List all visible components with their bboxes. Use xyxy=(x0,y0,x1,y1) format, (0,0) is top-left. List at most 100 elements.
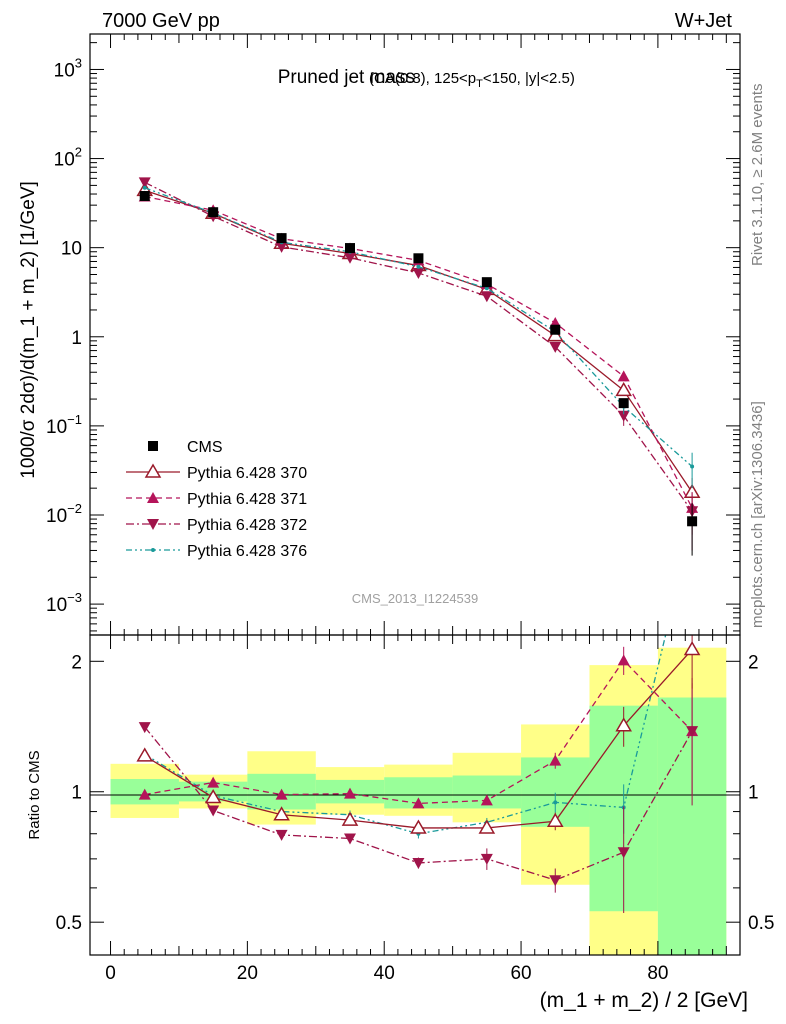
tick-base: 10 xyxy=(54,150,75,171)
tick-base: 10 xyxy=(46,417,67,438)
main-series-layer xyxy=(136,177,701,556)
ratio-point xyxy=(412,797,425,809)
ratio-y-tick-label: 1 xyxy=(71,783,82,804)
data-point xyxy=(275,241,288,253)
energy-label: 7000 GeV pp xyxy=(102,10,220,32)
legend-label: Pythia 6.428 371 xyxy=(187,491,307,508)
subtitle-post: <150, |y|<2.5) xyxy=(483,70,575,87)
tick-base: 10 xyxy=(46,506,67,527)
series-line xyxy=(144,181,693,512)
tick-exponent: −2 xyxy=(67,501,82,516)
y-tick-label: 103 xyxy=(54,55,82,81)
ratio-clipped xyxy=(136,635,701,914)
data-point xyxy=(208,207,219,218)
mcplots-label: mcplots.cern.ch [arXiv:1306.3436] xyxy=(749,401,766,628)
ratio-point xyxy=(207,805,220,817)
y-tick-label: 10−3 xyxy=(46,590,82,616)
legend-entry: Pythia 6.428 370 xyxy=(126,463,307,482)
data-point xyxy=(142,185,147,190)
legend-marker xyxy=(148,441,158,451)
ratio-line xyxy=(144,659,693,805)
legend-label: Pythia 6.428 370 xyxy=(187,465,307,482)
data-point xyxy=(138,177,151,189)
ratio-point xyxy=(412,857,425,869)
ratio-point xyxy=(549,754,562,766)
ratio-point xyxy=(344,787,356,799)
series-line xyxy=(144,187,693,468)
ratio-y-tick-label-right: 1 xyxy=(748,783,759,804)
ratio-point xyxy=(686,726,699,738)
x-tick-label: 60 xyxy=(510,963,531,984)
legend: CMS Pythia 6.428 370 Pythia 6.428 371 Pythi… xyxy=(126,439,307,560)
ratio-point xyxy=(341,811,359,826)
x-tick-label: 80 xyxy=(647,963,668,984)
data-point xyxy=(481,277,492,288)
process-label: W+Jet xyxy=(675,10,733,32)
data-point xyxy=(413,253,424,264)
y-tick-label: 10−2 xyxy=(46,501,82,527)
data-point xyxy=(617,370,630,382)
data-point xyxy=(139,191,150,202)
data-point xyxy=(480,291,493,303)
main-series-371 xyxy=(138,190,699,535)
series-line xyxy=(144,195,693,509)
rivet-version-label: Rivet 3.1.10, ≥ 2.6M events xyxy=(749,84,766,267)
ratio-point xyxy=(615,717,632,732)
tick-exponent: 3 xyxy=(75,55,82,70)
ratio-point xyxy=(549,875,562,887)
ratio-point xyxy=(617,654,630,666)
x-axis-label: (m_1 + m_2) / 2 [GeV] xyxy=(540,989,748,1012)
x-tick-label: 0 xyxy=(105,963,116,984)
ratio-point xyxy=(617,847,630,859)
ratio-series-layer xyxy=(136,635,701,914)
tick-exponent: 2 xyxy=(75,145,82,160)
data-point xyxy=(344,252,356,264)
ratio-x-axis: 0 20 40 60 80 xyxy=(105,635,727,984)
legend-label: Pythia 6.428 376 xyxy=(187,543,307,560)
ratio-frame xyxy=(89,634,741,956)
data-point xyxy=(276,233,287,244)
y-tick-label: 102 xyxy=(54,145,82,171)
ratio-point xyxy=(138,788,151,800)
data-point xyxy=(687,516,698,527)
y-tick-label: 10−1 xyxy=(46,412,82,438)
tick-exponent: −1 xyxy=(67,412,82,427)
ratio-y-tick-label-right: 2 xyxy=(748,652,759,673)
ratio-point xyxy=(275,788,288,800)
ratio-point xyxy=(204,788,222,804)
legend-marker xyxy=(147,519,159,530)
ratio-y-tick-label-right: 0.5 xyxy=(748,913,774,934)
legend-entry: CMS xyxy=(148,439,223,456)
ratio-series-372 xyxy=(138,678,699,914)
tick-exponent: −3 xyxy=(67,590,82,605)
ratio-point xyxy=(480,853,493,865)
ratio-point xyxy=(273,806,290,821)
main-series-cms xyxy=(139,191,698,556)
ratio-point xyxy=(553,800,558,805)
ratio-series-370 xyxy=(136,635,701,834)
legend-label: Pythia 6.428 372 xyxy=(187,517,307,534)
ratio-y-axis: 0.5 0.5 1 1 2 2 xyxy=(56,652,775,934)
tick-base: 10 xyxy=(54,60,75,81)
ratio-panel: 0.5 0.5 1 1 2 2 0 20 40 60 80 Ratio to CMS (m_1 +… xyxy=(26,634,775,1012)
analysis-id: CMS_2013_I1224539 xyxy=(352,591,479,606)
ratio-y-tick-label: 2 xyxy=(71,652,82,673)
x-tick-label: 40 xyxy=(374,963,395,984)
ratio-point xyxy=(410,819,427,834)
legend-marker xyxy=(147,492,159,503)
ratio-point xyxy=(207,776,220,788)
data-point xyxy=(615,381,632,397)
main-x-ticks xyxy=(110,34,727,635)
ratio-uncertainty-bands xyxy=(110,647,727,955)
legend-marker xyxy=(151,548,155,552)
ratio-point xyxy=(683,640,701,656)
legend-marker xyxy=(144,463,162,478)
main-y-label: 1000/σ 2dσ)/d(m_1 + m_2) [1/GeV] xyxy=(18,181,39,479)
ratio-point xyxy=(344,833,356,845)
ratio-point xyxy=(136,747,154,762)
series-line xyxy=(144,189,693,493)
data-point xyxy=(550,324,561,335)
ratio-point xyxy=(138,722,151,734)
